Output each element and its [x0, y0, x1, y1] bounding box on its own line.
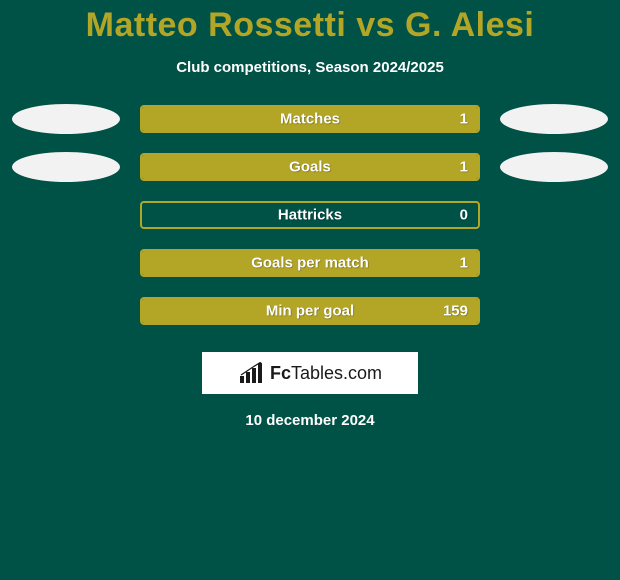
subtitle: Club competitions, Season 2024/2025 — [0, 59, 620, 76]
player-avatar-left — [12, 104, 120, 134]
stat-label: Goals — [289, 159, 331, 176]
avatar-placeholder — [12, 248, 120, 278]
branding-text: FcTables.com — [270, 363, 382, 384]
date-text: 10 december 2024 — [0, 412, 620, 429]
avatar-placeholder — [12, 296, 120, 326]
stat-rows: Matches 1 Goals 1 Hattricks 0 Goals per match 1… — [0, 104, 620, 326]
stat-row: Goals per match 1 — [0, 248, 620, 278]
avatar-placeholder — [12, 200, 120, 230]
stat-row: Goals 1 — [0, 152, 620, 182]
avatar-placeholder — [500, 296, 608, 326]
stat-bar: Goals 1 — [140, 153, 480, 181]
stat-value: 1 — [460, 255, 468, 272]
stat-label: Goals per match — [251, 255, 369, 272]
stat-bar: Matches 1 — [140, 105, 480, 133]
stat-label: Min per goal — [266, 303, 354, 320]
stat-value: 0 — [460, 207, 468, 224]
chart-bars-icon — [238, 362, 266, 384]
stat-value: 1 — [460, 111, 468, 128]
player-avatar-left — [12, 152, 120, 182]
avatar-placeholder — [500, 200, 608, 230]
stat-bar: Hattricks 0 — [140, 201, 480, 229]
stat-row: Matches 1 — [0, 104, 620, 134]
stat-bar: Goals per match 1 — [140, 249, 480, 277]
branding-box: FcTables.com — [202, 352, 418, 394]
stat-row: Hattricks 0 — [0, 200, 620, 230]
stat-value: 159 — [443, 303, 468, 320]
stat-bar: Min per goal 159 — [140, 297, 480, 325]
stat-row: Min per goal 159 — [0, 296, 620, 326]
stat-label: Hattricks — [278, 207, 342, 224]
avatar-placeholder — [500, 248, 608, 278]
infographic-container: Matteo Rossetti vs G. Alesi Club competi… — [0, 0, 620, 580]
stat-value: 1 — [460, 159, 468, 176]
stat-label: Matches — [280, 111, 340, 128]
player-avatar-right — [500, 104, 608, 134]
player-avatar-right — [500, 152, 608, 182]
page-title: Matteo Rossetti vs G. Alesi — [0, 6, 620, 45]
